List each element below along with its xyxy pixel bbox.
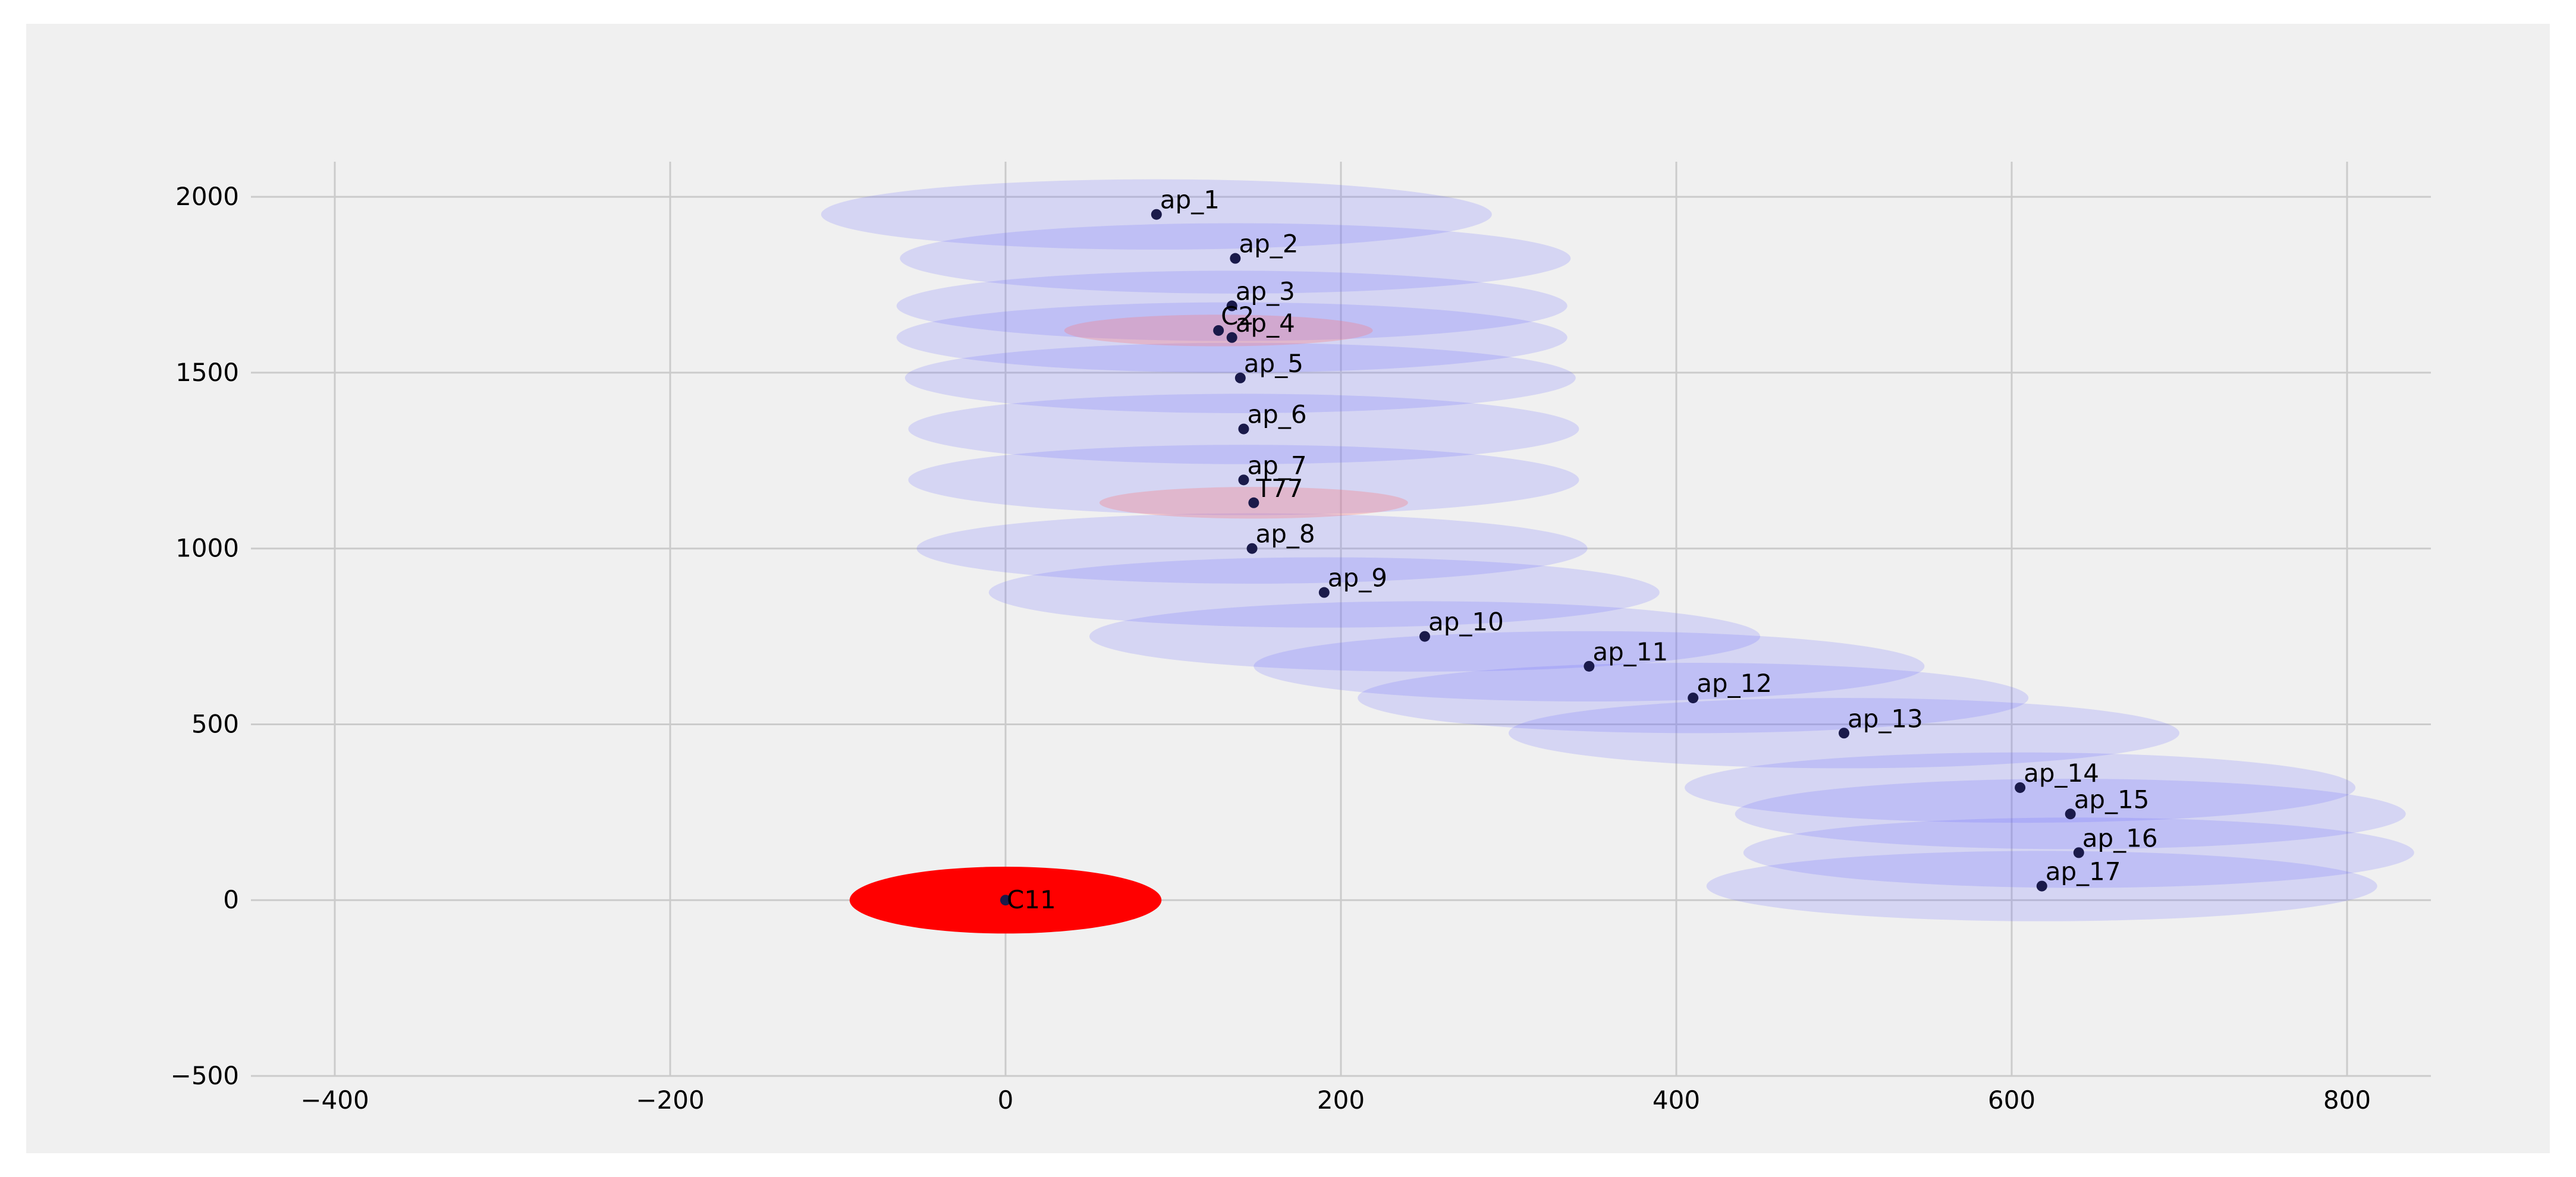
- ap-point: [2073, 847, 2084, 858]
- ap-label: ap_6: [1247, 400, 1306, 429]
- ap-point: [1226, 300, 1237, 311]
- ap-label: ap_5: [1244, 349, 1303, 378]
- ap-label: ap_17: [2046, 857, 2121, 886]
- point-layer: [1000, 209, 2084, 906]
- highlight-point: [1248, 497, 1259, 508]
- y-tick-label: 0: [223, 885, 239, 914]
- x-tick-label: 800: [2323, 1085, 2371, 1115]
- ap-label: ap_16: [2082, 823, 2158, 852]
- label-layer: ap_1 ap_2 ap_3 ap_4 ap_5 ap_6 ap_7 ap_8 ap_9 ap_1…: [1007, 185, 2158, 914]
- ap-label: ap_14: [2024, 759, 2099, 788]
- ap-label: ap_13: [1848, 704, 1923, 733]
- ap-label: ap_11: [1592, 637, 1668, 666]
- ap-point: [2036, 880, 2047, 892]
- ap-label: ap_10: [1428, 608, 1504, 637]
- ap-label: ap_12: [1697, 669, 1772, 698]
- ap-point: [1226, 332, 1237, 343]
- ap-point: [1238, 423, 1249, 435]
- ap-label: ap_9: [1328, 564, 1387, 593]
- chart-svg: ap_1 ap_2 ap_3 ap_4 ap_5 ap_6 ap_7 ap_8 ap_9 ap_1…: [171, 162, 2431, 1115]
- chart-figure: ap_1 ap_2 ap_3 ap_4 ap_5 ap_6 ap_7 ap_8 ap_9 ap_1…: [26, 24, 2550, 1153]
- ap-point: [2015, 782, 2026, 793]
- origin-label: C11: [1007, 885, 1056, 914]
- y-tick-label: −500: [171, 1061, 239, 1090]
- x-tick-label: 600: [1988, 1085, 2035, 1115]
- highlight-label: C2: [1221, 301, 1254, 331]
- y-tick-label: 500: [191, 709, 239, 738]
- origin-point: [1000, 895, 1011, 906]
- ap-point: [1151, 209, 1162, 220]
- ap-label: ap_3: [1236, 277, 1295, 306]
- x-tick-label: −400: [300, 1085, 369, 1115]
- x-tick-label: −200: [636, 1085, 704, 1115]
- ellipse-layer: [821, 179, 2414, 934]
- y-tick-label: 1500: [175, 358, 239, 387]
- x-tick-label: 0: [998, 1085, 1014, 1115]
- ap-point: [1584, 660, 1595, 672]
- ap-point: [1230, 253, 1241, 264]
- ap-point: [2065, 808, 2076, 820]
- grid-layer: [251, 162, 2431, 1077]
- ap-label: ap_4: [1236, 309, 1295, 338]
- ap-point: [1318, 587, 1330, 598]
- ap-label: ap_2: [1239, 229, 1298, 259]
- ap-point: [1419, 631, 1430, 642]
- tick-layer: −400 −200 0 200 400 600 800 −500 0 500 1000 1500 200…: [171, 182, 2371, 1115]
- highlight-label: T77: [1255, 474, 1303, 503]
- ap-label: ap_7: [1247, 451, 1306, 480]
- highlight-point: [1213, 325, 1224, 336]
- ap-point: [1238, 474, 1249, 486]
- x-tick-label: 400: [1653, 1085, 1700, 1115]
- y-tick-label: 2000: [175, 182, 239, 211]
- x-tick-label: 200: [1317, 1085, 1365, 1115]
- ap-point: [1688, 693, 1699, 704]
- ap-label: ap_15: [2074, 785, 2150, 814]
- ap-point: [1246, 543, 1258, 554]
- ap-point: [1234, 372, 1246, 383]
- y-tick-label: 1000: [175, 534, 239, 563]
- ap-label: ap_8: [1256, 520, 1315, 549]
- ap-label: ap_1: [1160, 185, 1220, 215]
- ap-point: [1839, 728, 1849, 739]
